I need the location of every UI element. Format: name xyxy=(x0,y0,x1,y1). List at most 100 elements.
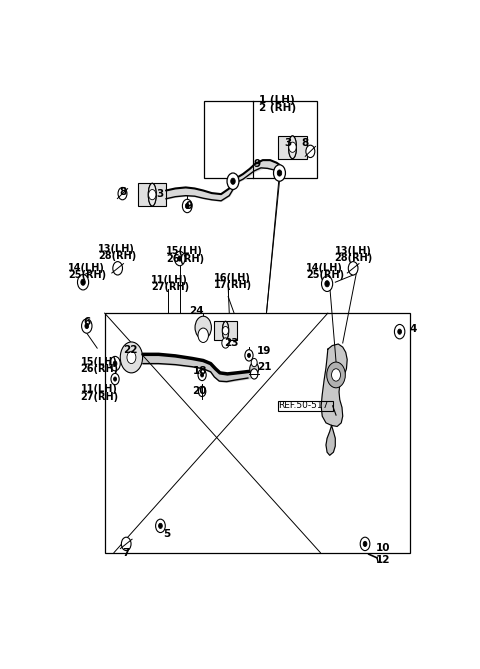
Circle shape xyxy=(114,377,117,381)
Text: 25(RH): 25(RH) xyxy=(68,270,106,280)
Ellipse shape xyxy=(222,321,228,340)
Text: 13(LH): 13(LH) xyxy=(335,246,372,256)
Circle shape xyxy=(245,350,253,361)
Circle shape xyxy=(363,541,367,547)
Circle shape xyxy=(327,362,345,388)
Text: 21: 21 xyxy=(257,362,272,372)
Text: 27(RH): 27(RH) xyxy=(81,391,119,401)
Ellipse shape xyxy=(288,136,297,159)
Text: 15(LH): 15(LH) xyxy=(166,246,203,256)
Text: 20: 20 xyxy=(192,386,207,396)
Bar xyxy=(278,136,307,159)
Circle shape xyxy=(248,353,251,357)
Text: 14(LH): 14(LH) xyxy=(68,263,105,273)
Text: 17(RH): 17(RH) xyxy=(215,280,252,290)
Circle shape xyxy=(250,363,259,375)
Text: 26(RH): 26(RH) xyxy=(166,254,204,264)
Circle shape xyxy=(175,252,185,266)
Circle shape xyxy=(158,523,162,529)
Text: 19: 19 xyxy=(257,347,272,356)
Text: REF.50-517: REF.50-517 xyxy=(278,401,329,410)
Circle shape xyxy=(332,369,340,381)
Text: 3: 3 xyxy=(284,138,291,148)
Text: 10: 10 xyxy=(376,543,391,553)
Circle shape xyxy=(82,319,92,333)
Circle shape xyxy=(198,386,206,397)
Circle shape xyxy=(121,537,131,551)
Text: 11(LH): 11(LH) xyxy=(81,385,117,394)
Circle shape xyxy=(195,316,211,339)
Circle shape xyxy=(231,178,235,185)
Circle shape xyxy=(325,281,329,287)
Text: 7: 7 xyxy=(122,548,130,558)
Text: 14(LH): 14(LH) xyxy=(306,263,343,273)
Text: 2 (RH): 2 (RH) xyxy=(259,102,296,112)
Ellipse shape xyxy=(222,321,228,340)
Circle shape xyxy=(77,274,89,290)
Circle shape xyxy=(198,369,206,381)
Text: 16(LH): 16(LH) xyxy=(215,272,251,282)
Text: 22: 22 xyxy=(123,345,137,355)
Circle shape xyxy=(223,326,228,334)
Text: 28(RH): 28(RH) xyxy=(98,252,137,262)
Text: 18: 18 xyxy=(192,367,207,377)
Circle shape xyxy=(306,145,315,157)
Circle shape xyxy=(81,279,85,285)
Circle shape xyxy=(182,199,192,213)
Circle shape xyxy=(277,170,282,176)
Text: 8: 8 xyxy=(302,138,309,148)
Circle shape xyxy=(149,189,156,200)
Text: 11(LH): 11(LH) xyxy=(151,275,188,285)
Text: 9: 9 xyxy=(253,159,261,169)
Text: 28(RH): 28(RH) xyxy=(335,253,373,263)
Bar xyxy=(204,101,317,178)
Circle shape xyxy=(118,187,127,200)
Bar xyxy=(215,321,237,340)
Circle shape xyxy=(289,142,296,153)
Text: 3: 3 xyxy=(156,189,163,199)
Bar xyxy=(105,313,409,553)
Ellipse shape xyxy=(148,183,156,206)
Circle shape xyxy=(395,324,405,339)
Polygon shape xyxy=(326,425,335,456)
Circle shape xyxy=(110,357,120,371)
Circle shape xyxy=(120,342,143,373)
Circle shape xyxy=(178,256,181,261)
Circle shape xyxy=(198,328,208,343)
Circle shape xyxy=(322,276,333,292)
Circle shape xyxy=(113,262,122,275)
Circle shape xyxy=(398,329,401,334)
Circle shape xyxy=(201,373,204,377)
Bar xyxy=(277,401,333,411)
Circle shape xyxy=(222,338,229,348)
Circle shape xyxy=(227,173,239,189)
Text: 6: 6 xyxy=(83,317,90,327)
Circle shape xyxy=(185,203,189,209)
Text: 12: 12 xyxy=(376,555,391,565)
Circle shape xyxy=(111,373,119,385)
Circle shape xyxy=(274,165,286,181)
Text: 5: 5 xyxy=(163,529,170,539)
Text: 9: 9 xyxy=(185,201,192,211)
Text: 4: 4 xyxy=(410,324,417,334)
Circle shape xyxy=(127,351,136,364)
Text: 26(RH): 26(RH) xyxy=(81,364,119,374)
Text: 24: 24 xyxy=(190,306,204,316)
Text: 23: 23 xyxy=(224,338,239,348)
Bar xyxy=(138,183,167,206)
Text: 27(RH): 27(RH) xyxy=(151,282,189,292)
Text: 25(RH): 25(RH) xyxy=(306,270,344,280)
Circle shape xyxy=(360,537,370,551)
Circle shape xyxy=(85,323,89,328)
Circle shape xyxy=(251,369,258,379)
Circle shape xyxy=(113,361,117,366)
Ellipse shape xyxy=(288,136,297,159)
Text: 13(LH): 13(LH) xyxy=(98,244,135,254)
Text: 1 (LH): 1 (LH) xyxy=(259,95,295,105)
Text: 8: 8 xyxy=(119,187,126,197)
Ellipse shape xyxy=(148,183,156,206)
Text: 15(LH): 15(LH) xyxy=(81,357,117,367)
Circle shape xyxy=(156,519,165,533)
Circle shape xyxy=(348,262,358,275)
Circle shape xyxy=(251,359,257,367)
